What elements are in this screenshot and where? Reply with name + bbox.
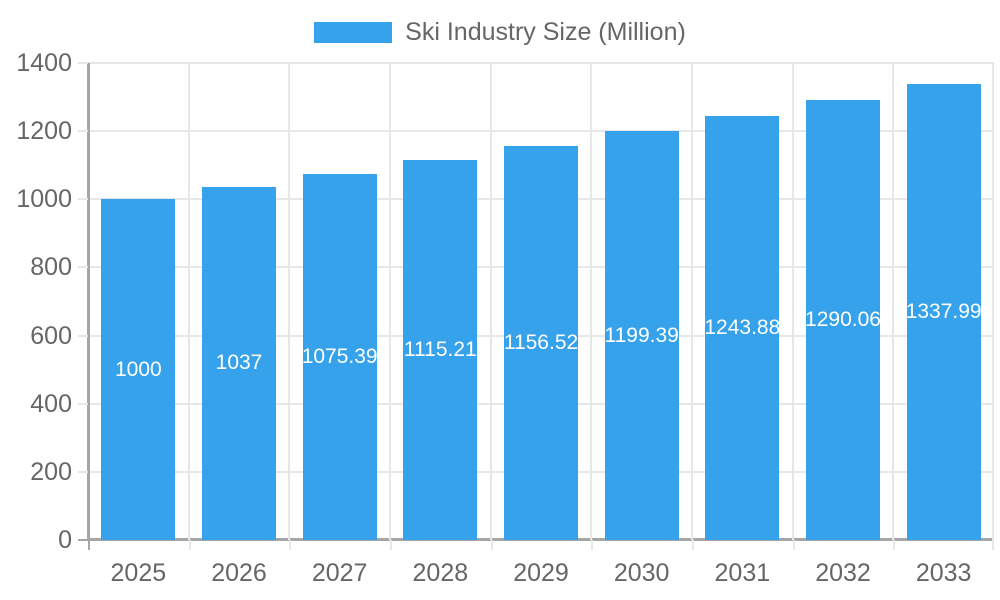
bar-value-label: 1075.39 — [301, 344, 378, 368]
bar-value-label: 1199.39 — [604, 323, 679, 347]
x-tick-mark — [289, 540, 292, 550]
y-tick-mark — [78, 402, 88, 405]
grid-line-v — [590, 63, 593, 540]
y-axis-line — [87, 63, 90, 540]
bar-value-label: 1337.99 — [905, 300, 982, 324]
x-axis-tick-label: 2027 — [311, 559, 368, 587]
y-tick-mark — [78, 266, 88, 269]
y-tick-mark — [78, 470, 88, 473]
x-tick-mark — [591, 540, 594, 550]
y-tick-mark — [78, 539, 88, 541]
bar-value-label: 1243.88 — [704, 316, 781, 340]
y-axis-tick-label: 600 — [30, 321, 72, 350]
grid-line-h — [88, 62, 994, 64]
y-axis-tick-label: 1200 — [16, 117, 72, 146]
x-axis-tick-label: 2032 — [815, 559, 871, 587]
bar[interactable] — [302, 173, 377, 540]
bar-value-label: 1037 — [215, 351, 263, 375]
y-axis-tick-label: 0 — [58, 526, 72, 554]
bar-value-label: 1290.06 — [805, 308, 881, 332]
x-tick-mark — [893, 540, 896, 550]
grid-line-v — [791, 63, 794, 540]
x-axis-tick-label: 2033 — [915, 559, 972, 587]
y-tick-mark — [78, 130, 88, 133]
x-tick-mark — [992, 540, 994, 550]
bar[interactable] — [705, 116, 780, 540]
plot-area: 1000 1037 1075.39 1115.21 1156.52 1199.39 1243… — [87, 62, 994, 541]
y-tick-mark — [78, 62, 88, 64]
y-axis-tick-label: 400 — [30, 389, 72, 418]
bar[interactable] — [202, 186, 276, 540]
x-tick-mark — [88, 540, 90, 550]
legend-swatch-icon — [314, 22, 393, 43]
x-axis-tick-label: 2025 — [110, 559, 167, 587]
bar[interactable] — [101, 199, 176, 540]
x-axis-tick-label: 2026 — [211, 559, 267, 587]
x-axis-tick-label: 2031 — [714, 559, 771, 587]
x-tick-mark — [390, 540, 392, 550]
x-axis-tick-label: 2028 — [412, 559, 469, 587]
grid-line-h — [88, 130, 994, 133]
x-tick-mark — [188, 540, 191, 550]
y-axis-tick-label: 1000 — [16, 185, 72, 214]
y-tick-mark — [78, 198, 88, 201]
legend-item[interactable]: Ski Industry Size (Million) — [0, 20, 1000, 45]
grid-line-v — [288, 63, 291, 540]
x-axis-tick-label: 2029 — [513, 559, 569, 587]
legend-label: Ski Industry Size (Million) — [405, 18, 686, 46]
y-axis-tick-label: 200 — [30, 457, 72, 486]
x-tick-mark — [792, 540, 795, 550]
grid-line-v — [892, 63, 895, 540]
bar[interactable] — [403, 160, 478, 540]
grid-line-v — [389, 63, 391, 540]
bar[interactable] — [504, 145, 578, 540]
y-axis-tick-label: 800 — [30, 253, 72, 282]
grid-line-v — [187, 63, 190, 540]
bar[interactable] — [806, 100, 880, 540]
x-axis-tick-label: 2030 — [613, 559, 670, 587]
grid-line-v — [489, 63, 492, 540]
bar[interactable] — [604, 131, 679, 540]
x-tick-mark — [692, 540, 694, 550]
bar-value-label: 1000 — [114, 357, 162, 381]
grid-line-v — [992, 63, 994, 540]
bar[interactable] — [906, 84, 981, 540]
y-tick-mark — [78, 334, 88, 337]
grid-line-v — [691, 63, 693, 540]
x-tick-mark — [490, 540, 493, 550]
bar-value-label: 1156.52 — [503, 330, 579, 354]
y-axis-tick-label: 1400 — [16, 49, 72, 77]
bar-value-label: 1115.21 — [403, 338, 477, 362]
